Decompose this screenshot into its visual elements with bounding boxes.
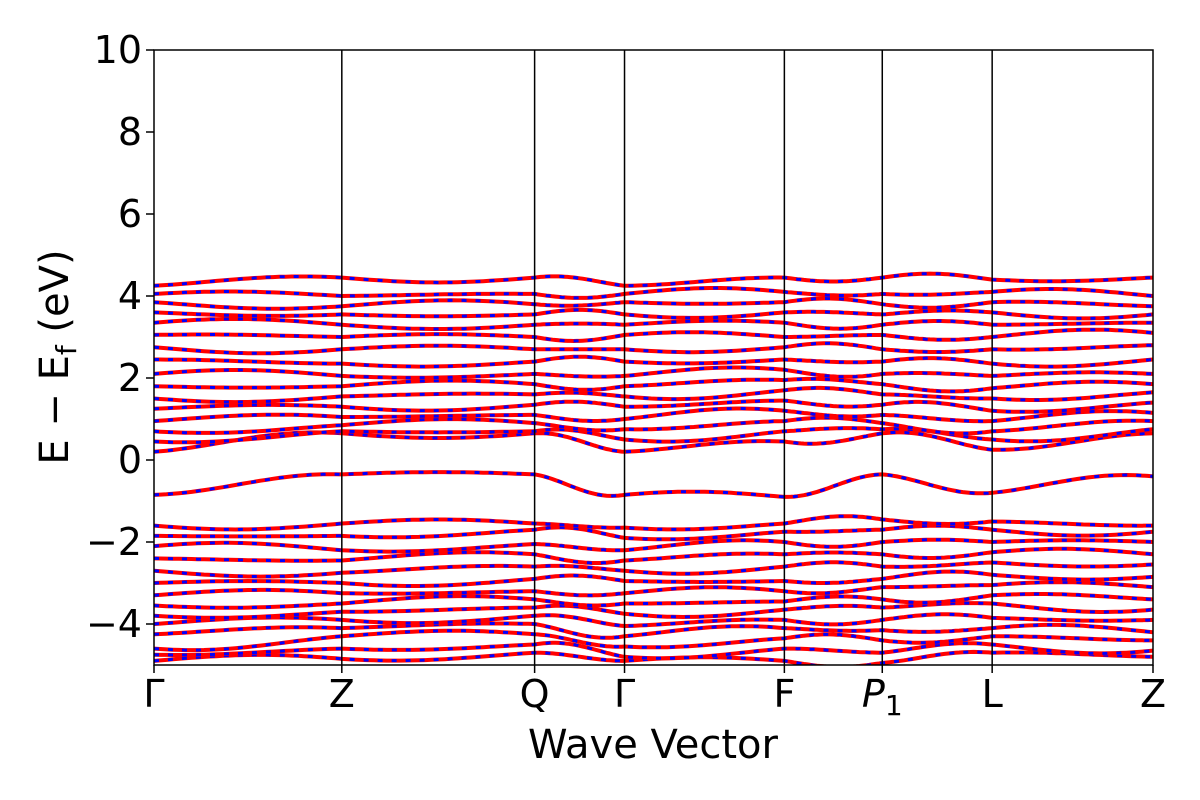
band-line	[154, 537, 1153, 554]
x-tick-label-main: L	[982, 672, 1003, 716]
y-tick-label: −2	[86, 520, 142, 564]
band-line	[154, 601, 1153, 620]
x-tick-label-main: F	[773, 672, 795, 716]
x-tick-label: Γ	[143, 672, 164, 716]
x-tick-label: Z	[329, 672, 355, 716]
band-line	[154, 406, 1153, 424]
band-line	[154, 398, 1153, 414]
y-tick-label: 2	[118, 356, 142, 400]
plot-frame	[153, 49, 1154, 666]
band-line	[154, 580, 1153, 598]
x-tick-label: P1	[862, 672, 903, 722]
band-line	[154, 546, 1153, 565]
band-line	[154, 271, 1153, 288]
y-axis-label-main: E − E	[32, 355, 78, 465]
band-line	[154, 621, 1153, 640]
band-line	[154, 628, 1153, 653]
band-line	[154, 296, 1153, 311]
band-line	[154, 426, 1153, 445]
y-tick-label: 4	[118, 274, 142, 318]
band-line	[154, 415, 1153, 436]
band-line	[154, 592, 1153, 610]
y-tick-label: 8	[118, 110, 142, 154]
band-line	[154, 640, 1153, 661]
x-tick-label-sub: 1	[885, 689, 903, 722]
band-line	[154, 286, 1153, 300]
x-tick-label-main: Z	[1140, 672, 1166, 716]
x-tick-label: Z	[1140, 672, 1166, 716]
y-axis-label: E − Ef (eV)	[32, 249, 83, 464]
band-line	[154, 365, 1153, 380]
band-line	[154, 327, 1153, 344]
y-tick-label: −4	[86, 602, 142, 646]
x-axis-ticks: Γ Z Q Γ F P1 L Z	[143, 665, 1166, 722]
band-line	[154, 376, 1153, 394]
band-line-dashed	[154, 341, 1153, 355]
band-line-dashed	[154, 470, 1153, 499]
band-line-dashed	[154, 430, 1153, 454]
band-line	[154, 307, 1153, 321]
x-axis-label: Wave Vector	[528, 722, 779, 768]
band-line	[154, 560, 1153, 579]
y-tick-label: 0	[118, 438, 142, 482]
y-tick-label: 6	[118, 192, 142, 236]
x-tick-label: L	[982, 672, 1003, 716]
band-line	[154, 514, 1153, 532]
bands-layer	[154, 271, 1153, 665]
x-tick-label-main: Γ	[614, 672, 635, 716]
band-line	[154, 612, 1153, 629]
x-tick-label-main: Q	[520, 672, 550, 716]
x-tick-label: F	[773, 672, 795, 716]
band-line	[154, 523, 1153, 542]
y-axis-ticks: 10 8 6 4 2 0 −2 −4	[86, 28, 154, 646]
band-line	[154, 341, 1153, 356]
band-line	[154, 569, 1153, 588]
y-axis-label-unit: (eV)	[32, 249, 78, 345]
y-axis-label-sub: f	[50, 344, 83, 355]
x-tick-label-main: Γ	[143, 672, 164, 716]
x-tick-label-main: P	[862, 672, 885, 716]
x-tick-label: Q	[520, 672, 550, 716]
band-line	[154, 385, 1153, 405]
band-line	[154, 354, 1153, 369]
x-tick-label-main: Z	[329, 672, 355, 716]
band-line	[154, 316, 1153, 331]
y-tick-label: 10	[94, 28, 142, 72]
x-tick-label: Γ	[614, 672, 635, 716]
high-symmetry-lines	[341, 50, 993, 665]
